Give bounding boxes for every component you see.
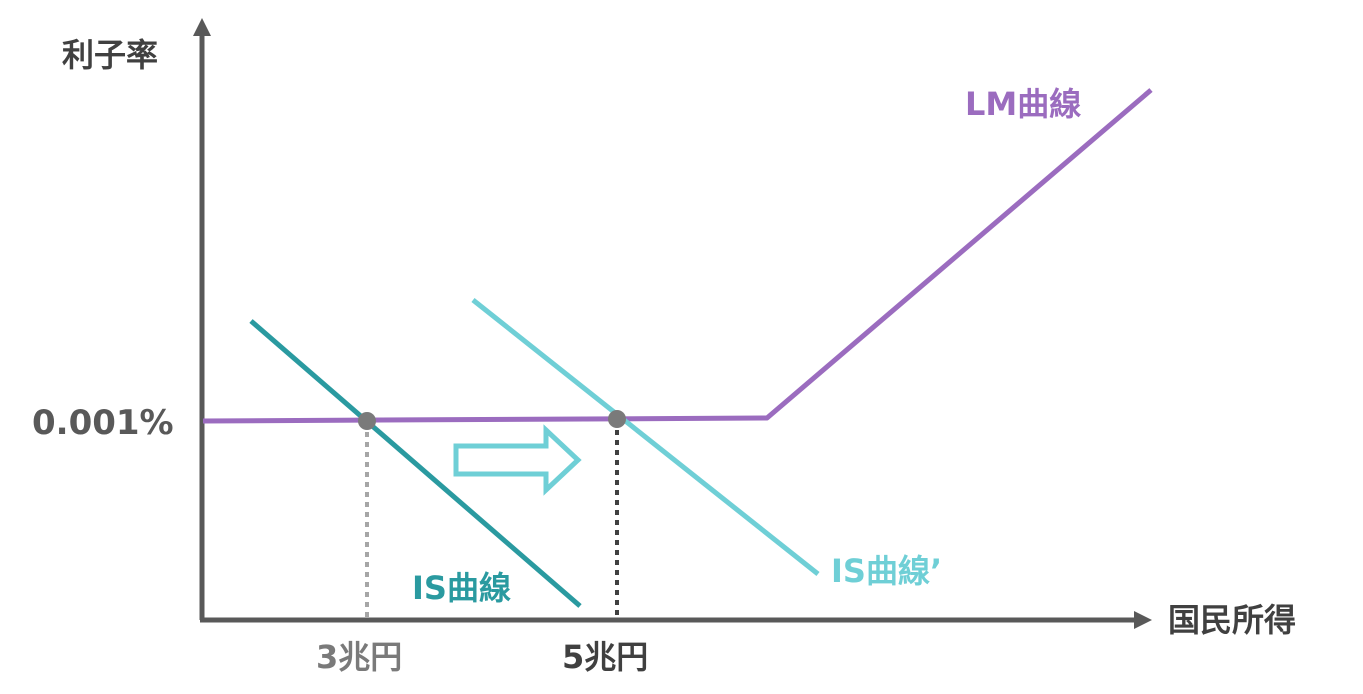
shift-arrow-icon	[453, 424, 582, 496]
equilibrium-point-after	[608, 410, 626, 428]
equilibrium-point-before	[358, 412, 376, 430]
interest-rate-label: 0.001%	[32, 403, 174, 443]
income-after-label: 5兆円	[562, 638, 648, 676]
income-before-label: 3兆円	[316, 638, 402, 676]
is-curve-label: IS曲線	[412, 569, 511, 607]
x-axis-label: 国民所得	[1168, 601, 1296, 639]
x-axis-arrowhead	[1134, 611, 1152, 629]
lm-curve	[202, 88, 1153, 424]
lm-curve-label: LM曲線	[965, 85, 1081, 123]
y-axis-arrowhead	[193, 18, 211, 36]
is-curve-shifted-label: IS曲線’	[831, 552, 942, 590]
axes	[193, 18, 1152, 629]
is-curve	[249, 319, 582, 608]
is-curve-shifted	[471, 298, 820, 576]
y-axis-label: 利子率	[62, 36, 158, 74]
